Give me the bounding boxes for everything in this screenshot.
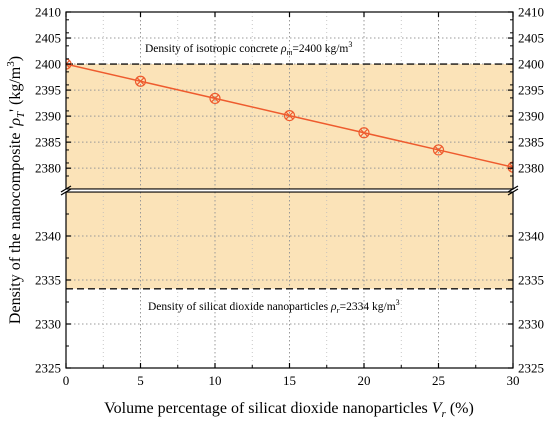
y-tick-label-right: 2405: [518, 31, 544, 46]
data-point: [432, 144, 445, 156]
ref-label-nanoparticles: Density of silicat dioxide nanoparticles…: [148, 298, 400, 315]
ref-label-concrete: Density of isotropic concrete ρm=2400 kg…: [145, 40, 352, 57]
y-tick-label: 2405: [35, 31, 61, 46]
x-tick-label: 20: [358, 373, 371, 388]
data-point: [134, 75, 147, 87]
y-tick-label-right: 2385: [518, 135, 544, 150]
x-tick-label: 30: [507, 373, 520, 388]
x-tick-label: 15: [283, 373, 296, 388]
data-point: [283, 109, 296, 122]
data-point-circle: [507, 161, 513, 173]
y-tick-label-right: 2390: [518, 109, 544, 124]
y-tick-label-right: 2410: [518, 5, 544, 20]
data-point-cross: [66, 63, 71, 69]
y-tick-label-right: 2340: [518, 229, 544, 244]
y-tick-label: 2390: [35, 109, 61, 124]
data-point-cross: [136, 77, 145, 86]
data-point-cross: [210, 94, 220, 103]
y-axis-title: Density of the nanocomposite 'ρT' (kg/m3…: [5, 56, 27, 324]
data-point-cross: [285, 111, 294, 120]
y-tick-label-right: 2335: [518, 273, 544, 288]
y-tick-label: 2380: [35, 161, 61, 176]
y-tick-label: 2335: [35, 273, 61, 288]
data-point-circle: [283, 109, 296, 122]
y-tick-label: 2395: [35, 83, 61, 98]
density-band-upper: [66, 64, 513, 189]
x-tick-label: 10: [209, 373, 222, 388]
data-point-circle: [358, 127, 370, 139]
data-point-circle: [209, 92, 221, 105]
data-point: [209, 92, 221, 105]
y-tick-label-right: 2395: [518, 83, 544, 98]
y-tick-label: 2340: [35, 229, 61, 244]
x-axis-title: Volume percentage of silicat dioxide nan…: [104, 400, 474, 420]
axis-break-mark-right: [507, 188, 519, 196]
y-tick-label: 2325: [35, 361, 61, 376]
y-tick-label-right: 2400: [518, 57, 544, 72]
data-point-circle: [134, 75, 147, 87]
y-tick-label: 2410: [35, 5, 61, 20]
data-point-cross: [66, 60, 71, 65]
data-point-cross: [359, 128, 369, 137]
data-point-circle: [432, 144, 445, 156]
y-tick-label-right: 2325: [518, 361, 544, 376]
data-point: [358, 127, 370, 139]
y-tick-label: 2385: [35, 135, 61, 150]
y-tick-label: 2400: [35, 57, 61, 72]
x-tick-label: 25: [432, 373, 445, 388]
x-tick-label: 0: [63, 373, 70, 388]
y-tick-label: 2330: [35, 317, 61, 332]
data-point-cross: [434, 145, 443, 154]
axis-break-gap: [63, 189, 516, 192]
x-tick-label: 5: [137, 373, 144, 388]
y-tick-label-right: 2380: [518, 161, 544, 176]
y-tick-label-right: 2330: [518, 317, 544, 332]
axis-break-mark-left: [60, 188, 72, 196]
